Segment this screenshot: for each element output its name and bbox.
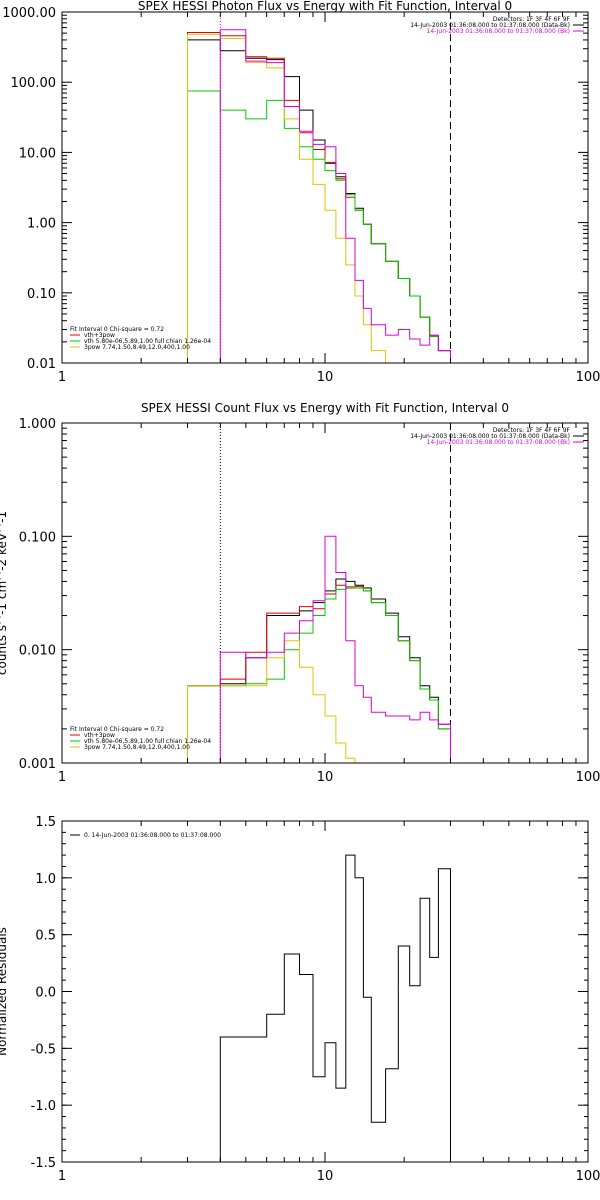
info-line: 14-Jun-2003 01:36:08.000 to 01:37:08.000…	[427, 439, 570, 446]
y-tick-label: 0.0	[35, 986, 56, 1001]
x-tick-label: 10	[317, 1169, 334, 1184]
series-4-line	[187, 640, 364, 763]
info-line: 14-Jun-2003 01:36:08.000 to 01:37:08.000…	[410, 433, 570, 440]
y-tick-label: 0.100	[19, 530, 56, 545]
y-tick-label: 1.0	[35, 872, 56, 887]
plot-frame	[61, 820, 589, 1163]
series-3-line	[187, 586, 451, 763]
legend-entry: vth+3pow	[84, 732, 115, 739]
panel-3: Normalized Residuals 1 10 100 -1.5 -1.0 -0.5 0.…	[0, 815, 600, 1184]
y-tick-label: 0.10	[27, 287, 56, 302]
info-line: Detectors: 1F 3F 4F 6F 9F	[493, 427, 571, 434]
info-line: Detectors: 1F 3F 4F 6F 9F	[493, 16, 571, 23]
series-5-line	[219, 29, 451, 363]
x-tick-label: 10	[317, 370, 334, 385]
y-tick-label: 0.001	[19, 757, 56, 772]
series-3-line	[187, 90, 451, 363]
legend-entry: 0. 14-Jun-2003 01:36:08.000 to 01:37:08.…	[84, 832, 221, 839]
y-axis-label: Normalized Residuals	[0, 927, 9, 1056]
y-tick-label: 0.010	[19, 644, 56, 659]
info-line: 14-Jun-2003 01:36:08.000 to 01:37:08.000…	[410, 22, 570, 29]
y-tick-label: 100.00	[11, 76, 57, 91]
series-1-line	[187, 578, 451, 763]
x-tick-label: 100	[576, 1169, 600, 1184]
y-tick-label: 10.00	[19, 146, 56, 161]
legend-entry: vth 5.80e-06,5.89,1.00 full chian 1.26e-…	[84, 338, 211, 345]
series-group	[187, 29, 451, 363]
legend-entry: Fit Interval 0 Chi-square = 0.72	[70, 326, 164, 333]
panel-2: SPEX HESSI Count Flux vs Energy with Fit…	[0, 401, 600, 785]
series-5-line	[219, 535, 451, 763]
series-group	[187, 535, 451, 763]
legend-entry: Fit Interval 0 Chi-square = 0.72	[70, 726, 164, 733]
chart-title: SPEX HESSI Count Flux vs Energy with Fit…	[141, 401, 509, 415]
y-tick-label: 1.00	[27, 217, 56, 232]
legend-entry: vth 5.80e-06,5.89,1.00 full chian 1.26e-…	[84, 738, 211, 745]
x-tick-label: 1	[58, 1169, 66, 1184]
y-tick-label: 1000.00	[2, 6, 56, 21]
x-tick-label: 100	[576, 370, 600, 385]
series-1-line	[187, 39, 451, 363]
series-4-line	[187, 33, 399, 363]
y-tick-label: 1.5	[35, 815, 56, 830]
info-line: 14-Jun-2003 01:36:08.000 to 01:37:08.000…	[427, 28, 570, 35]
series-2-line	[187, 584, 451, 763]
legend-entry: vth+3pow	[84, 332, 115, 339]
chart-title: SPEX HESSI Photon Flux vs Energy with Fi…	[138, 0, 512, 13]
series-1-line	[219, 854, 451, 1162]
series-2-line	[187, 32, 451, 363]
legend-entry: 3pow 7.74,1.50,8.49,12.0,400,1.00	[84, 344, 190, 351]
y-tick-label: 0.01	[27, 357, 56, 372]
x-tick-label: 1	[58, 770, 66, 785]
y-axis-label: counts s^-1 cm^-2 keV^-1	[0, 511, 9, 675]
y-tick-label: -1.0	[31, 1099, 56, 1114]
y-tick-label: -1.5	[31, 1156, 56, 1171]
legend-entry: 3pow 7.74,1.50,8.49,12.0,400,1.00	[84, 744, 190, 751]
x-tick-label: 100	[576, 770, 600, 785]
y-tick-label: -0.5	[31, 1042, 56, 1057]
panel-1: SPEX HESSI Photon Flux vs Energy with Fi…	[2, 0, 600, 385]
x-tick-label: 10	[317, 770, 334, 785]
y-tick-label: 0.5	[35, 929, 56, 944]
y-tick-label: 1.000	[19, 417, 56, 432]
series-group	[219, 854, 451, 1162]
x-tick-label: 1	[58, 370, 66, 385]
